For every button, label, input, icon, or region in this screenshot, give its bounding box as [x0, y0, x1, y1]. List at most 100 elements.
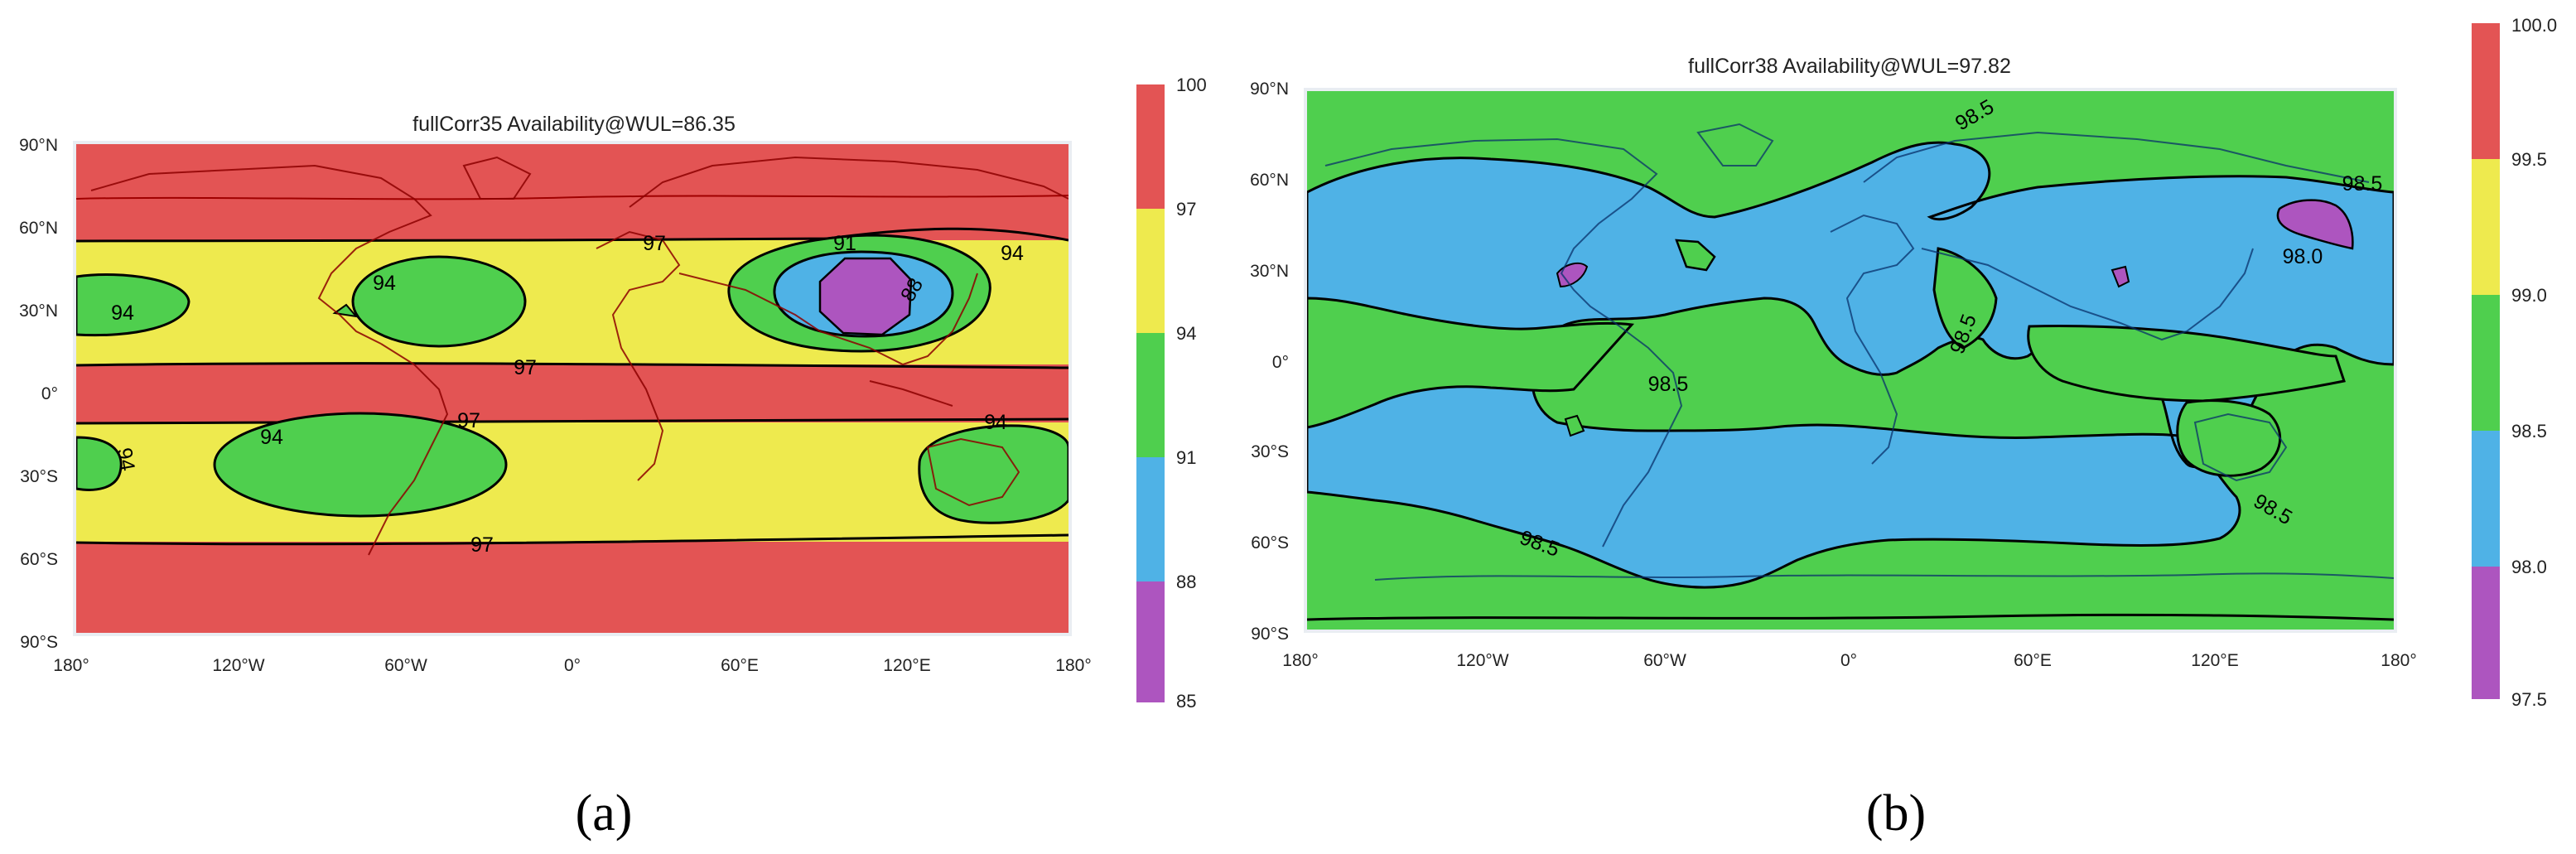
y-tick-a-2: 30°N	[19, 302, 58, 321]
cb-b-level-1: 99.5	[2511, 149, 2547, 170]
region-b-purple-gulf	[1556, 262, 1589, 288]
region-94-small	[332, 303, 359, 318]
region-b-green-australia	[2176, 399, 2282, 477]
panel-a-y-ticks: 90°N 60°N 30°N 0° 30°S 60°S 90°S	[19, 136, 58, 652]
panel-b-coastlines	[1324, 123, 2394, 581]
contour-97-south	[76, 533, 1069, 546]
contour-label-a-97-3: 97	[457, 409, 480, 432]
cb-b-level-4: 98.0	[2511, 557, 2547, 577]
y-tick-b-1: 60°N	[1250, 171, 1289, 190]
panel-a-map-area	[76, 144, 1069, 633]
contour-label-a-94-4: 94	[260, 426, 283, 449]
contour-97-eq-n	[76, 362, 1069, 369]
cb-b-swatch-4	[2472, 567, 2500, 699]
cb-a-level-1: 97	[1176, 199, 1196, 220]
contour-97-eq-s	[76, 417, 1069, 425]
panel-a-title: fullCorr35 Availability@WUL=86.35	[412, 113, 736, 136]
region-b-purple-bay	[2110, 265, 2130, 288]
region-88-asia	[818, 257, 913, 336]
panel-a: fullCorr35 Availability@WUL=86.35	[19, 75, 1207, 842]
contour-label-b-98.5-4: 98.5	[1648, 373, 1689, 396]
region-94-n-atlantic	[351, 255, 527, 348]
x-tick-b-2: 60°W	[1643, 651, 1686, 670]
region-b-purple-japan	[2276, 199, 2354, 250]
contour-label-b-98.0: 98.0	[2283, 245, 2323, 268]
panel-b-map-area	[1307, 91, 2394, 630]
contour-label-a-94-1: 94	[111, 302, 134, 325]
cb-b-level-0: 100.0	[2511, 15, 2557, 36]
region-b-green-small-2	[1564, 414, 1585, 437]
contour-label-b-98.5-2: 98.5	[2342, 172, 2383, 195]
cb-a-swatch-0	[1136, 84, 1165, 209]
panel-b: fullCorr38 Availability@WUL=97.82	[1250, 15, 2557, 842]
cb-b-level-2: 99.0	[2511, 285, 2547, 306]
cb-a-level-0: 100	[1176, 75, 1207, 95]
region-94-w-edge	[76, 273, 191, 337]
y-tick-b-0: 90°N	[1250, 80, 1289, 99]
panel-b-south-contour	[1307, 613, 2394, 621]
panel-b-title: fullCorr38 Availability@WUL=97.82	[1688, 55, 2011, 78]
cb-a-swatch-2	[1136, 333, 1165, 457]
x-tick-a-2: 60°W	[384, 656, 427, 675]
band-red-equator	[76, 364, 1069, 424]
cb-a-swatch-3	[1136, 457, 1165, 581]
cb-b-swatch-3	[2472, 431, 2500, 567]
x-tick-b-5: 120°E	[2191, 651, 2238, 670]
band-red-south	[76, 542, 1069, 633]
region-b-green-e-africa	[1932, 247, 1998, 350]
region-b-green-s-atlantic	[1307, 297, 1635, 429]
x-tick-b-4: 60°E	[2014, 651, 2052, 670]
x-tick-a-0: 180°	[53, 656, 89, 675]
contour-97-north	[76, 227, 1069, 243]
x-tick-a-6: 180°	[1055, 656, 1091, 675]
y-tick-a-0: 90°N	[19, 136, 58, 155]
x-tick-b-6: 180°	[2381, 651, 2416, 670]
contour-label-a-91: 91	[833, 232, 856, 255]
y-tick-a-3: 0°	[41, 384, 58, 403]
y-tick-b-3: 0°	[1272, 353, 1289, 372]
panel-a-caption: (a)	[576, 785, 633, 842]
region-94-w-edge-south	[76, 436, 123, 491]
y-tick-a-1: 60°N	[19, 219, 58, 238]
cb-b-swatch-1	[2472, 159, 2500, 295]
x-tick-a-1: 120°W	[212, 656, 264, 675]
region-b-green-small-1	[1675, 239, 1716, 272]
panel-a-x-ticks: 180° 120°W 60°W 0° 60°E 120°E 180°	[53, 656, 1091, 675]
panel-b-x-ticks: 180° 120°W 60°W 0° 60°E 120°E 180°	[1282, 651, 2416, 670]
contour-label-a-97-4: 97	[470, 533, 494, 557]
cb-b-level-3: 98.5	[2511, 421, 2547, 441]
y-tick-b-5: 60°S	[1251, 533, 1289, 552]
panel-a-coastlines	[90, 156, 1069, 556]
panel-b-caption: (b)	[1866, 785, 1926, 842]
cb-a-level-2: 94	[1176, 323, 1196, 344]
x-tick-a-3: 0°	[564, 656, 581, 675]
y-tick-b-2: 30°N	[1250, 262, 1289, 281]
cb-a-level-3: 91	[1176, 447, 1196, 468]
cb-a-swatch-1	[1136, 209, 1165, 333]
y-tick-a-6: 90°S	[20, 633, 58, 652]
panel-a-colorbar: 100 97 94 91 88 85	[1136, 75, 1207, 712]
cb-a-level-4: 88	[1176, 572, 1196, 592]
contour-label-a-94-2: 94	[373, 272, 396, 295]
contour-97-top	[76, 195, 1069, 200]
x-tick-a-4: 60°E	[721, 656, 759, 675]
region-94-australia	[918, 424, 1069, 524]
panel-b-y-ticks: 90°N 60°N 30°N 0° 30°S 60°S 90°S	[1250, 80, 1289, 644]
cb-b-swatch-0	[2472, 23, 2500, 159]
cb-a-swatch-4	[1136, 581, 1165, 702]
contour-label-a-94-3: 94	[1001, 242, 1024, 265]
panel-b-colorbar: 100.0 99.5 99.0 98.5 98.0 97.5	[2472, 15, 2557, 710]
x-tick-a-5: 120°E	[883, 656, 930, 675]
contour-label-a-94-6: 94	[984, 411, 1007, 434]
y-tick-b-4: 30°S	[1251, 442, 1289, 461]
x-tick-b-3: 0°	[1840, 651, 1857, 670]
cb-a-level-5: 85	[1176, 691, 1196, 712]
contour-label-a-94-5: 94	[113, 446, 139, 472]
cb-b-swatch-2	[2472, 295, 2500, 431]
x-tick-b-0: 180°	[1282, 651, 1318, 670]
x-tick-b-1: 120°W	[1456, 651, 1508, 670]
y-tick-a-5: 60°S	[20, 550, 58, 569]
contour-label-a-97-2: 97	[514, 356, 537, 379]
region-b-blue-main	[1307, 141, 2394, 589]
y-tick-b-6: 90°S	[1251, 625, 1289, 644]
